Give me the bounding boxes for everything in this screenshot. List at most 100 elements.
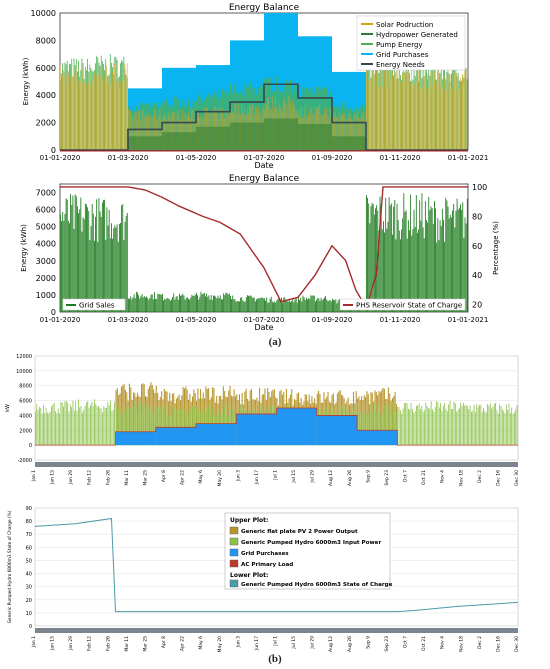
solar-bar bbox=[137, 120, 138, 150]
grid-sales-bar bbox=[75, 196, 77, 312]
grid-sales-bar bbox=[132, 297, 134, 312]
solar-bar bbox=[125, 74, 127, 150]
x-tick-label: 01-07-2020 bbox=[244, 154, 285, 162]
solar-bar bbox=[443, 81, 444, 150]
grid-sales-bar bbox=[319, 300, 321, 312]
solar-bar bbox=[392, 71, 393, 150]
grid-sales-bar bbox=[305, 297, 307, 312]
x-tick-label: Jul 1 bbox=[273, 470, 279, 481]
grid-sales-bar bbox=[120, 222, 121, 312]
grid-sales-bar bbox=[97, 241, 99, 312]
solar-bar bbox=[116, 80, 118, 150]
grid-sales-bar bbox=[217, 295, 219, 312]
x-tick-label: Nov 4 bbox=[440, 470, 446, 483]
hydro-input-bar bbox=[147, 404, 149, 446]
solar-bar bbox=[417, 70, 418, 150]
solar-bar bbox=[140, 120, 142, 150]
solar-bar bbox=[332, 111, 333, 150]
grid-sales-bar bbox=[220, 298, 222, 312]
hydro-input-bar bbox=[401, 413, 403, 446]
solar-bar bbox=[456, 73, 458, 150]
grid-sales-bar bbox=[254, 301, 256, 312]
x-tick-label: Nov 4 bbox=[440, 636, 446, 649]
x-tick-label: Sep 23 bbox=[384, 636, 390, 652]
hydro-input-bar bbox=[512, 413, 514, 446]
solar-bar bbox=[438, 65, 440, 150]
solar-bar bbox=[465, 68, 467, 150]
hydro-input-bar bbox=[171, 405, 173, 446]
solar-bar bbox=[91, 82, 93, 150]
solar-bar bbox=[79, 81, 80, 150]
hydro-input-bar bbox=[409, 409, 411, 446]
solar-bar bbox=[420, 87, 421, 150]
grid-sales-bar bbox=[122, 204, 124, 312]
hydro-input-bar bbox=[124, 408, 126, 446]
hydro-input-bar bbox=[496, 409, 498, 446]
solar-bar bbox=[97, 70, 98, 150]
solar-bar bbox=[404, 73, 406, 150]
grid-sales-bar bbox=[303, 297, 305, 312]
x-tick-label: Dec 30 bbox=[514, 636, 520, 652]
solar-bar bbox=[83, 82, 85, 150]
hydro-input-bar bbox=[52, 404, 54, 446]
hydro-input-bar bbox=[432, 409, 433, 446]
grid-sales-bar bbox=[381, 229, 383, 312]
solar-bar bbox=[342, 114, 343, 150]
grid-sales-bar bbox=[278, 299, 280, 312]
solar-bar bbox=[177, 110, 179, 150]
grid-sales-bar bbox=[183, 295, 185, 312]
hydro-input-bar bbox=[385, 411, 386, 446]
solar-bar bbox=[395, 72, 397, 150]
hydro-input-bar bbox=[371, 412, 373, 446]
hydro-input-bar bbox=[83, 409, 85, 446]
solar-bar bbox=[432, 63, 434, 151]
solar-bar bbox=[353, 116, 355, 150]
grid-sales-bar bbox=[411, 235, 413, 312]
grid-sales-bar bbox=[260, 297, 262, 312]
grid-sales-bar bbox=[84, 203, 86, 312]
y-tick-label: 4000 bbox=[36, 240, 56, 249]
hydro-input-bar bbox=[406, 403, 408, 446]
solar-bar bbox=[147, 116, 148, 150]
grid-sales-bar bbox=[105, 239, 107, 312]
solar-bar bbox=[132, 118, 134, 150]
grid-sales-bar bbox=[287, 301, 289, 312]
grid-purchases-bar bbox=[196, 423, 237, 446]
grid-sales-bar bbox=[198, 299, 200, 312]
grid-sales-bar bbox=[81, 231, 83, 312]
hydro-input-bar bbox=[471, 411, 472, 446]
x-tick-label: Sep 9 bbox=[365, 636, 371, 649]
solar-bar bbox=[141, 110, 143, 150]
hydro-input-bar bbox=[369, 411, 370, 446]
grid-sales-bar bbox=[166, 297, 168, 312]
solar-bar bbox=[445, 78, 446, 150]
y-tick-label: 70 bbox=[26, 532, 32, 538]
grid-sales-bar bbox=[175, 296, 177, 312]
grid-sales-bar bbox=[244, 301, 246, 312]
y-tick-label: 80 bbox=[26, 519, 32, 525]
grid-sales-bar bbox=[167, 298, 169, 312]
grid-sales-bar bbox=[262, 298, 264, 312]
grid-sales-bar bbox=[210, 295, 212, 312]
hydro-input-bar bbox=[151, 413, 153, 446]
scroll-bar bbox=[35, 462, 518, 467]
chart-b-upper: -2000 0 2000 4000 6000 8000 10000 12000 kW Jan 1 J… bbox=[5, 354, 520, 486]
grid-sales-bar bbox=[304, 300, 306, 312]
hydro-input-bar bbox=[37, 409, 39, 446]
grid-sales-bar bbox=[171, 299, 172, 312]
hydro-input-bar bbox=[420, 409, 421, 446]
grid-sales-bar bbox=[417, 232, 418, 312]
y-tick-label: 10000 bbox=[16, 369, 32, 375]
grid-sales-bar bbox=[185, 297, 187, 312]
grid-sales-bar bbox=[83, 219, 85, 312]
grid-sales-bar bbox=[241, 297, 243, 312]
grid-sales-bar bbox=[324, 297, 325, 312]
grid-sales-bar bbox=[320, 297, 322, 312]
grid-sales-bar bbox=[222, 299, 223, 312]
x-axis-label: Date bbox=[254, 161, 273, 170]
x-tick-label: 01-09-2020 bbox=[312, 316, 353, 324]
grid-sales-bar bbox=[300, 297, 302, 312]
solar-bar bbox=[148, 114, 149, 150]
grid-sales-bar bbox=[207, 296, 209, 312]
solar-bar bbox=[334, 116, 335, 150]
